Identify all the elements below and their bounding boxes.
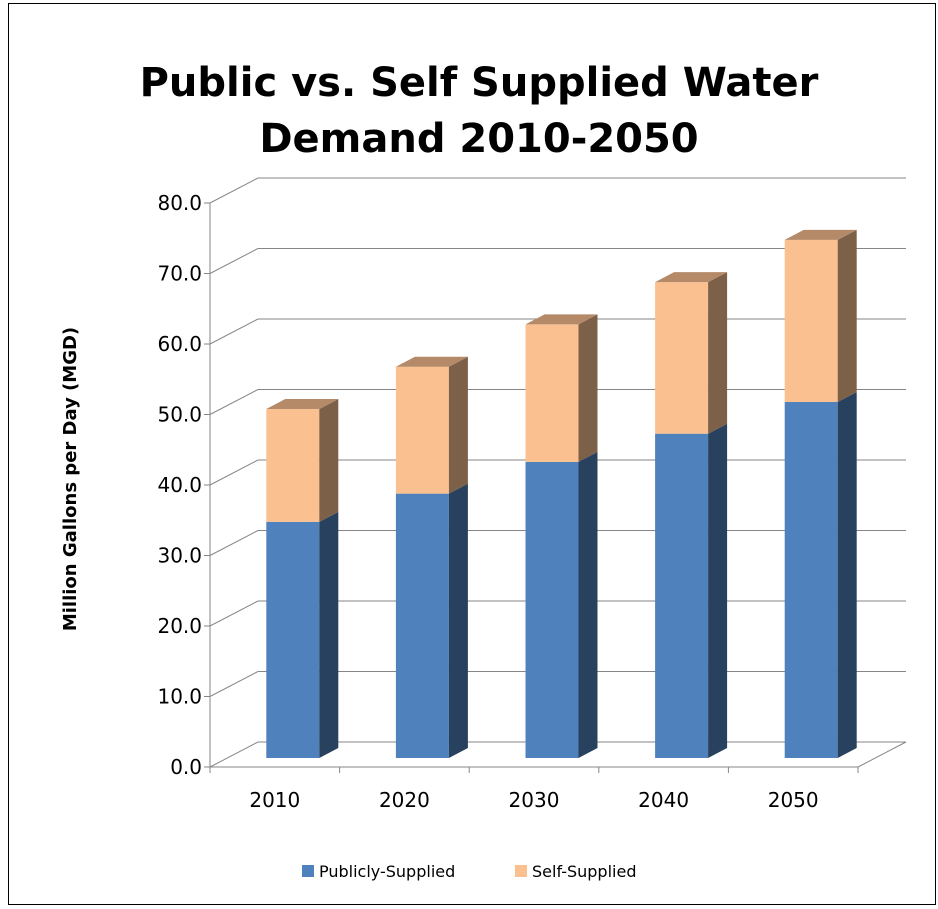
bar-self-supplied-2020-side — [448, 356, 468, 494]
bar-self-supplied-2030-front — [525, 324, 579, 462]
axis-layer: 0.0 10.0 20.0 30.0 40.0 50.0 60.0 70.0 80.0 2010 2… — [157, 191, 907, 812]
x-tick-label: 2020 — [379, 788, 430, 812]
bar-publicly-supplied-2020-side — [448, 483, 468, 758]
legend-label-self-supplied: Self-Supplied — [532, 862, 636, 881]
legend-swatch-publicly-supplied — [302, 865, 314, 877]
x-tick-label: 2050 — [768, 788, 819, 812]
side-gridline — [209, 600, 259, 627]
side-gridline — [209, 248, 259, 274]
bar-self-supplied-2030-side — [578, 314, 598, 462]
bar-self-supplied-2040-front — [655, 282, 709, 434]
chart-frame — [8, 3, 936, 905]
chart-title-line-1: Public vs. Self Supplied Water — [140, 60, 819, 106]
side-gridline — [209, 671, 259, 697]
bar-self-supplied-2020-top — [395, 356, 468, 367]
bar-self-supplied-2050-top — [784, 229, 857, 240]
bar-layer — [266, 229, 857, 758]
side-gridline — [209, 459, 259, 486]
bar-self-supplied-2010-front — [266, 409, 320, 522]
y-tick-label: 20.0 — [157, 614, 202, 638]
bar-self-supplied-2030-top — [525, 314, 598, 325]
bar-publicly-supplied-2040-side — [708, 423, 728, 758]
side-gridline — [209, 318, 259, 345]
y-axis-label: Million Gallons per Day (MGD) — [60, 327, 81, 631]
bar-publicly-supplied-2050-side — [837, 391, 857, 758]
bar-self-supplied-2010-top — [266, 399, 339, 410]
bar-publicly-supplied-2010-front — [266, 521, 320, 758]
side-gridline — [209, 389, 259, 415]
y-tick-label: 60.0 — [157, 332, 202, 356]
legend-label-publicly-supplied: Publicly-Supplied — [319, 862, 455, 881]
side-gridline — [209, 177, 259, 204]
y-tick-label: 40.0 — [157, 473, 202, 497]
x-tick-label: 2040 — [638, 788, 689, 812]
y-tick-label: 50.0 — [157, 403, 202, 427]
y-tick-label: 30.0 — [157, 544, 202, 568]
bar-self-supplied-2040-side — [708, 272, 728, 434]
legend: Publicly-Supplied Self-Supplied — [302, 862, 636, 881]
y-tick-label: 70.0 — [157, 262, 202, 286]
side-gridline — [209, 530, 259, 556]
y-tick-label: 0.0 — [170, 755, 202, 779]
bar-self-supplied-2020-front — [395, 366, 449, 494]
chart-title-line-2: Demand 2010-2050 — [259, 116, 698, 162]
x-tick-label: 2030 — [509, 788, 560, 812]
floor-edge — [857, 741, 907, 768]
bar-publicly-supplied-2050-front — [784, 401, 838, 758]
bar-publicly-supplied-2010-side — [319, 511, 339, 758]
bar-self-supplied-2050-side — [837, 229, 857, 402]
side-gridline — [209, 741, 259, 768]
legend-swatch-self-supplied — [515, 865, 527, 877]
bar-self-supplied-2050-front — [784, 239, 838, 402]
bar-publicly-supplied-2030-front — [525, 461, 579, 758]
bar-self-supplied-2040-top — [655, 272, 728, 283]
y-tick-label: 10.0 — [157, 685, 202, 709]
bar-self-supplied-2010-side — [319, 399, 339, 522]
y-tick-label: 80.0 — [157, 191, 202, 215]
bar-publicly-supplied-2030-side — [578, 451, 598, 758]
bar-publicly-supplied-2040-front — [655, 433, 709, 758]
x-tick-label: 2010 — [249, 788, 300, 812]
bar-publicly-supplied-2020-front — [395, 493, 449, 758]
